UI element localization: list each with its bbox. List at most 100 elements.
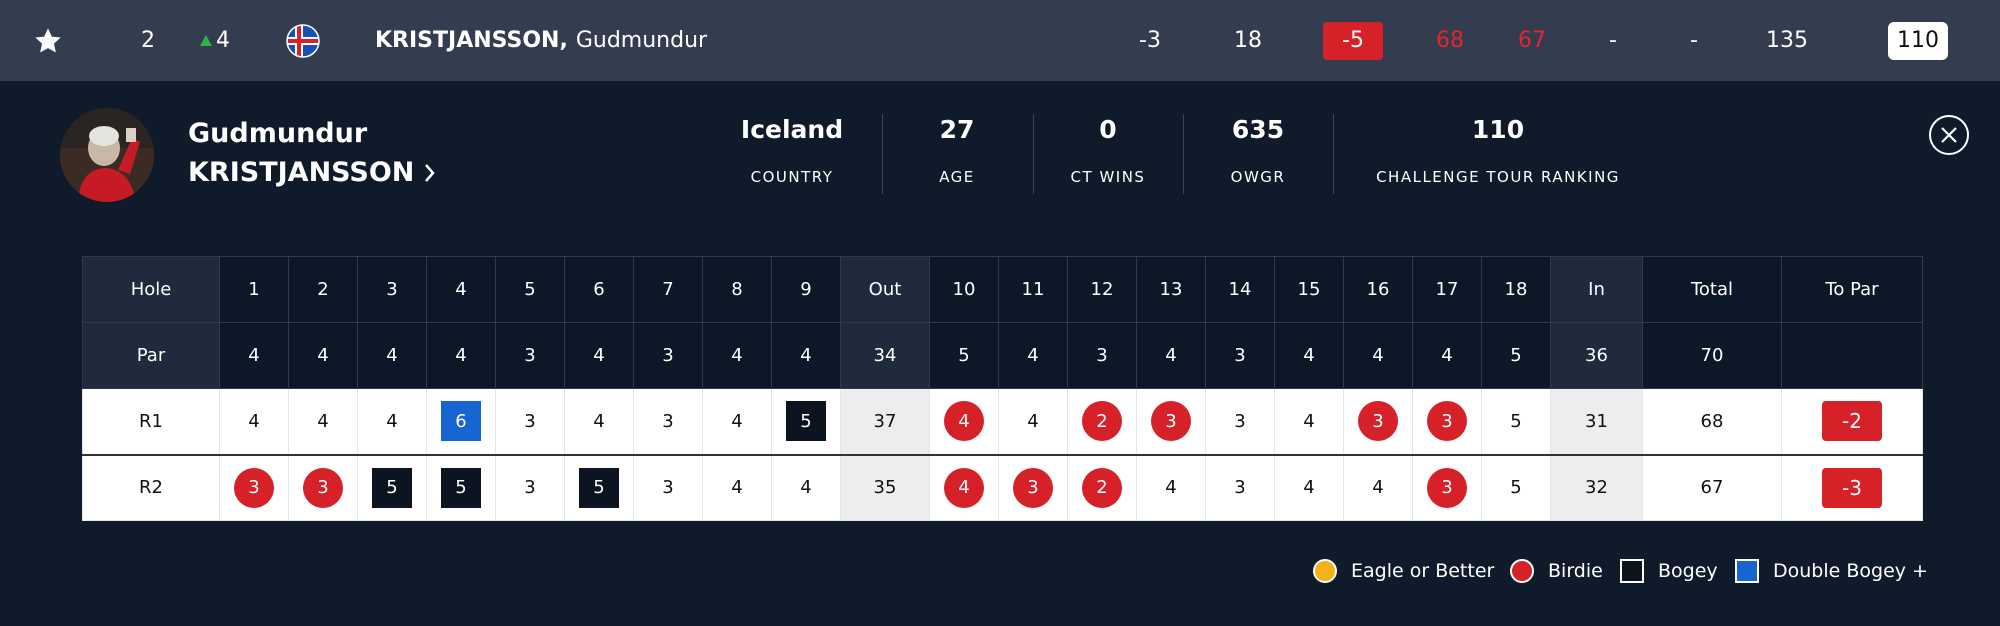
stat-value: 0 bbox=[1099, 115, 1117, 144]
player-profile-link[interactable]: KRISTJANSSON bbox=[188, 157, 436, 188]
stat-value: 110 bbox=[1471, 115, 1525, 144]
score-value: 5 bbox=[1510, 410, 1522, 432]
scorecard-table: Hole 1 2 3 4 5 6 7 8 9 Out 10 11 12 13 14 15 16 17 18 In Tota… bbox=[82, 256, 1923, 521]
position-movement: 4 bbox=[190, 0, 240, 81]
position: 2 bbox=[141, 28, 155, 53]
total-label: Total bbox=[1642, 256, 1782, 323]
bogey-marker: 5 bbox=[372, 467, 412, 508]
avatar bbox=[60, 108, 154, 202]
player-first-name-heading: Gudmundur bbox=[188, 118, 368, 149]
hole-score: 3 bbox=[495, 388, 565, 456]
hole-number: 12 bbox=[1067, 256, 1137, 323]
to-par-badge: -2 bbox=[1822, 401, 1882, 442]
round-row: R1 4 4 4 6 3 4 3 4 5 37 4 4 2 3 3 4 3 3 5 31 68 -2 bbox=[82, 388, 1923, 456]
hole-par: 4 bbox=[288, 322, 358, 389]
score-value: 5 bbox=[1510, 477, 1522, 499]
birdie-marker: 4 bbox=[944, 467, 984, 508]
hole-par: 3 bbox=[633, 322, 703, 389]
hole-par: 3 bbox=[1067, 322, 1137, 389]
score-value: 4 bbox=[1165, 477, 1177, 499]
hole-score: 4 bbox=[929, 388, 999, 456]
hole-score: 5 bbox=[1481, 388, 1551, 456]
birdie-marker: 3 bbox=[234, 467, 274, 508]
hole-score: 3 bbox=[633, 454, 703, 521]
eagle-marker-icon bbox=[1313, 559, 1337, 583]
divider bbox=[882, 114, 883, 194]
round-to-par: -3 bbox=[1781, 454, 1923, 521]
bogey-marker: 5 bbox=[441, 467, 481, 508]
hole-score: 4 bbox=[1343, 454, 1413, 521]
hole-number: 4 bbox=[426, 256, 496, 323]
round-label: R1 bbox=[82, 388, 220, 456]
hole-number: 15 bbox=[1274, 256, 1344, 323]
round-to-par: -2 bbox=[1781, 388, 1923, 456]
legend-label: Birdie bbox=[1548, 560, 1603, 582]
hole-score: 5 bbox=[771, 388, 841, 456]
points-badge: 110 bbox=[1888, 21, 1948, 60]
hole-score: 4 bbox=[1136, 454, 1206, 521]
round4-score: - bbox=[1690, 28, 1698, 53]
par-label: Par bbox=[82, 322, 220, 389]
hole-par: 5 bbox=[1481, 322, 1551, 389]
player-name[interactable]: KRISTJANSSON, Gudmundur bbox=[375, 0, 707, 81]
legend-bogey: Bogey bbox=[1620, 556, 1718, 586]
round-out: 37 bbox=[840, 388, 930, 456]
hole-par: 4 bbox=[1343, 322, 1413, 389]
legend-label: Bogey bbox=[1658, 560, 1718, 582]
iceland-flag-icon bbox=[285, 0, 321, 81]
stat-label: OWGR bbox=[1230, 168, 1286, 186]
hole-par: 3 bbox=[495, 322, 565, 389]
birdie-marker: 4 bbox=[944, 401, 984, 442]
hole-number: 9 bbox=[771, 256, 841, 323]
score-value: 3 bbox=[662, 477, 674, 499]
hole-score: 4 bbox=[1274, 388, 1344, 456]
hole-label: Hole bbox=[82, 256, 220, 323]
to-par-label: To Par bbox=[1781, 256, 1923, 323]
hole-par: 4 bbox=[357, 322, 427, 389]
score-value: 4 bbox=[1303, 410, 1315, 432]
hole-par: 4 bbox=[1274, 322, 1344, 389]
points: 110 bbox=[1888, 0, 1948, 81]
hole-score: 6 bbox=[426, 388, 496, 456]
hole-number: 17 bbox=[1412, 256, 1482, 323]
round-row: R2 3 3 5 5 3 5 3 4 4 35 4 3 2 4 3 4 4 3 5 32 67 -3 bbox=[82, 454, 1923, 521]
birdie-marker: 3 bbox=[1151, 401, 1191, 442]
hole-score: 4 bbox=[771, 454, 841, 521]
round-total: 67 bbox=[1642, 454, 1782, 521]
thru-value: 18 bbox=[1234, 28, 1262, 53]
chevron-right-icon bbox=[425, 163, 436, 182]
player-last-name: KRISTJANSSON, bbox=[375, 28, 568, 53]
round-out: 35 bbox=[840, 454, 930, 521]
hole-number: 11 bbox=[998, 256, 1068, 323]
hole-par: 4 bbox=[771, 322, 841, 389]
bogey-marker-icon bbox=[1620, 559, 1644, 583]
hole-score: 3 bbox=[1205, 388, 1275, 456]
hole-number: 3 bbox=[357, 256, 427, 323]
hole-par: 4 bbox=[702, 322, 772, 389]
hole-score: 4 bbox=[288, 388, 358, 456]
birdie-marker: 2 bbox=[1082, 401, 1122, 442]
hole-score: 4 bbox=[702, 388, 772, 456]
leaderboard-row[interactable]: 2 4 KRISTJANSSON, Gudmundur -3 18 -5 68 … bbox=[0, 0, 2000, 81]
birdie-marker-icon bbox=[1510, 559, 1534, 583]
hole-par: 3 bbox=[1205, 322, 1275, 389]
round-label: R2 bbox=[82, 454, 220, 521]
close-icon[interactable] bbox=[1929, 115, 1969, 155]
stat-value: 27 bbox=[939, 115, 975, 144]
star-icon[interactable] bbox=[28, 0, 68, 81]
birdie-marker: 2 bbox=[1082, 467, 1122, 508]
birdie-marker: 3 bbox=[1013, 467, 1053, 508]
legend-double-bogey: Double Bogey + bbox=[1735, 556, 1928, 586]
par-row: Par 4 4 4 4 3 4 3 4 4 34 5 4 3 4 3 4 4 4 5 36 70 bbox=[82, 322, 1923, 389]
hole-score: 5 bbox=[564, 454, 634, 521]
birdie-marker: 3 bbox=[1427, 401, 1467, 442]
stat-label: CHALLENGE TOUR RANKING bbox=[1376, 168, 1620, 186]
stat-label: AGE bbox=[939, 168, 975, 186]
hole-score: 4 bbox=[357, 388, 427, 456]
hole-par: 4 bbox=[1136, 322, 1206, 389]
score-value: 3 bbox=[1234, 410, 1246, 432]
hole-row: Hole 1 2 3 4 5 6 7 8 9 Out 10 11 12 13 14 15 16 17 18 In Tota… bbox=[82, 256, 1923, 323]
birdie-marker: 3 bbox=[1358, 401, 1398, 442]
hole-score: 3 bbox=[1412, 454, 1482, 521]
hole-score: 4 bbox=[929, 454, 999, 521]
